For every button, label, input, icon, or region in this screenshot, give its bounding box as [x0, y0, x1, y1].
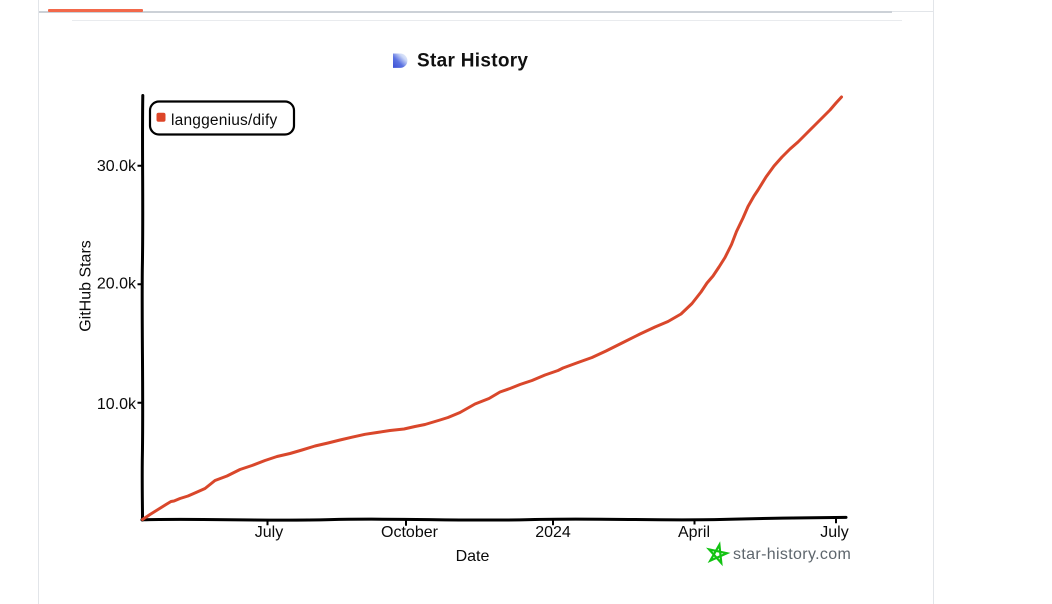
svg-text:30.0k: 30.0k	[97, 158, 137, 175]
svg-text:Star History: Star History	[417, 51, 528, 72]
svg-text:July: July	[255, 524, 283, 541]
svg-text:20.0k: 20.0k	[97, 275, 137, 292]
svg-text:10.0k: 10.0k	[97, 396, 137, 413]
svg-text:star-history.com: star-history.com	[733, 546, 851, 563]
svg-text:July: July	[820, 524, 848, 541]
svg-text:GitHub Stars: GitHub Stars	[78, 240, 95, 332]
svg-text:2024: 2024	[535, 524, 571, 541]
svg-text:April: April	[678, 524, 710, 541]
svg-text:October: October	[381, 524, 439, 541]
svg-text:langgenius/dify: langgenius/dify	[171, 112, 277, 129]
svg-text:Date: Date	[456, 548, 490, 565]
